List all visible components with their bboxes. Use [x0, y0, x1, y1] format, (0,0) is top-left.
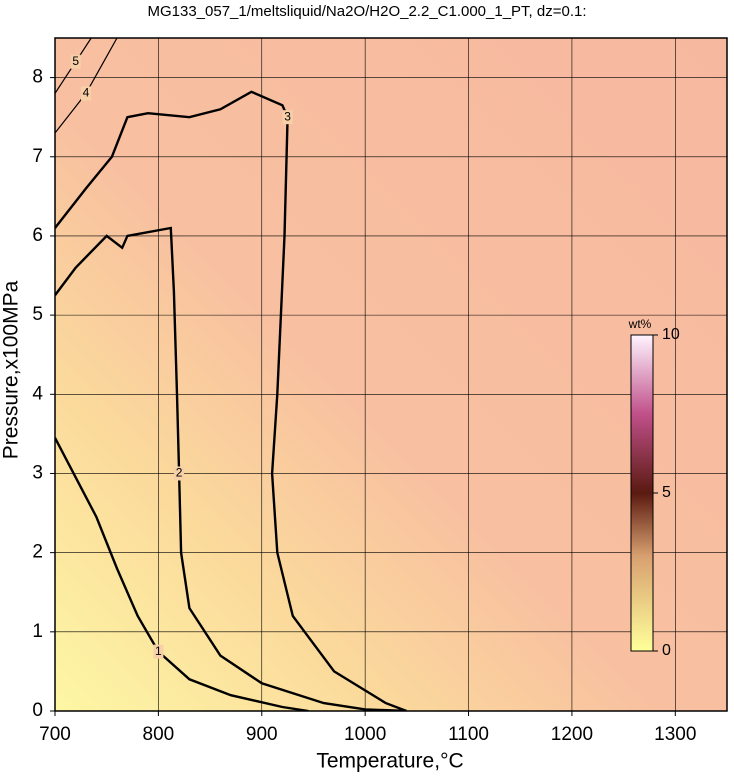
x-tick-label: 1100 — [448, 724, 489, 745]
x-tick-label: 700 — [39, 724, 71, 745]
contour-label-bg — [174, 466, 185, 481]
contour-label: 2 — [176, 466, 183, 480]
plot-area: 1 2 3 4 5 — [55, 38, 727, 711]
y-tick-label: 1 — [32, 621, 43, 642]
colorbar-scale — [630, 334, 654, 652]
y-axis-label: Pressure,x100MPa — [0, 280, 23, 459]
x-tick-label: 1000 — [344, 724, 386, 745]
y-tick-label: 6 — [32, 225, 43, 246]
contour-label-bg — [70, 54, 81, 69]
y-tick-label: 2 — [32, 542, 43, 563]
y-tick-label: 5 — [32, 304, 43, 325]
contour-label: 5 — [72, 54, 79, 68]
x-axis-label: Temperature,°C — [316, 750, 463, 773]
y-tick-label: 8 — [32, 67, 43, 88]
contour-line — [55, 38, 92, 94]
chart-title: MG133_057_1/meltsliquid/Na2O/H2O_2.2_C1.… — [147, 3, 586, 20]
colorbar-tick-label: 0 — [662, 642, 671, 659]
heatmap — [55, 38, 727, 711]
contour-label: 4 — [83, 86, 90, 100]
contour-label-bg — [81, 86, 92, 101]
colorbar: wt% 0 5 10 — [628, 317, 680, 659]
x-tick-label: 1200 — [551, 724, 593, 745]
x-tick-label: 900 — [246, 724, 278, 745]
colorbar-label: wt% — [628, 317, 652, 331]
contour-label-bg — [282, 110, 293, 125]
y-tick-label: 4 — [32, 383, 43, 404]
contour-label-bg — [153, 644, 164, 659]
y-tick-label: 3 — [32, 462, 43, 483]
contour-label: 3 — [284, 109, 291, 123]
colorbar-tick-label: 5 — [662, 484, 671, 501]
contour-line — [55, 437, 309, 711]
x-tick-label: 800 — [143, 724, 175, 745]
colorbar-tick-label: 10 — [662, 326, 680, 343]
x-tick-label: 1300 — [654, 724, 696, 745]
plot-frame — [54, 37, 728, 712]
y-tick-label: 7 — [32, 146, 43, 167]
contour-line — [55, 226, 407, 711]
y-tick-label: 0 — [32, 700, 43, 721]
contour-label: 1 — [155, 644, 162, 658]
